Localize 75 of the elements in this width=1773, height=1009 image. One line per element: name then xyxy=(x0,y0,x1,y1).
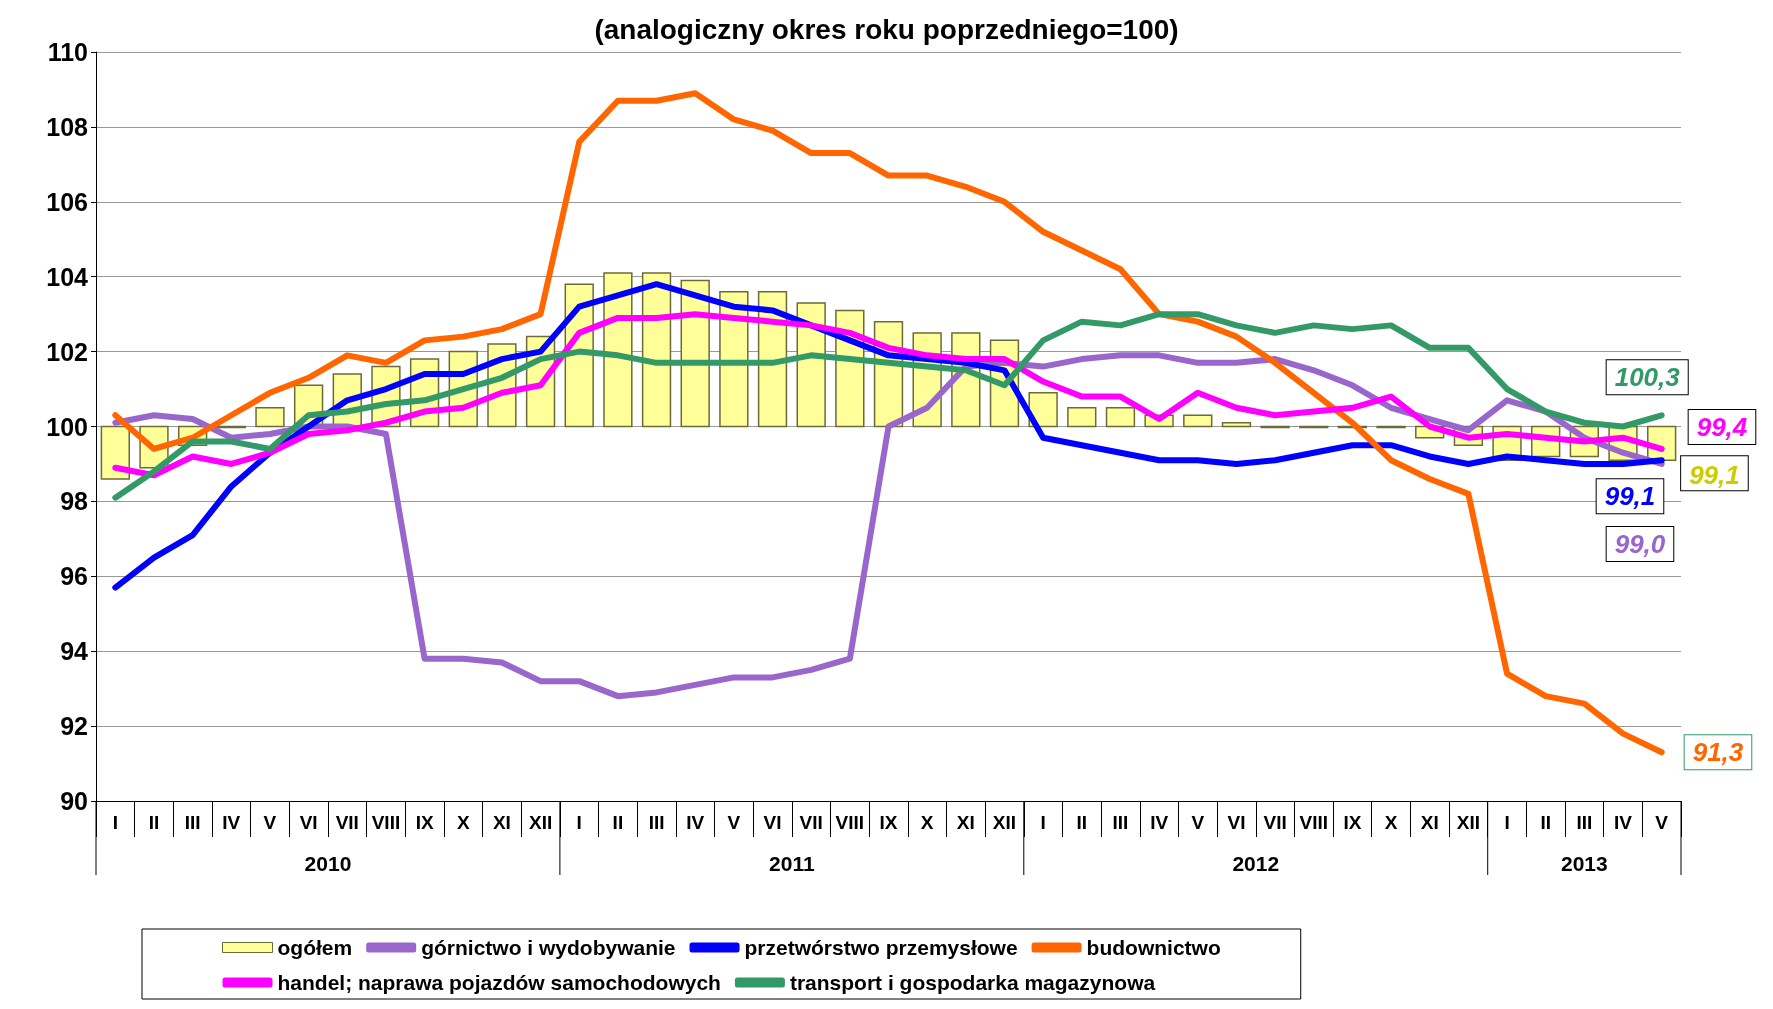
legend-label: budownictwo xyxy=(1086,936,1221,959)
x-tick-label: III xyxy=(1576,812,1593,833)
x-tick-label: I xyxy=(1504,812,1510,833)
x-tick-label: V xyxy=(1655,812,1669,833)
x-tick-label: VII xyxy=(799,812,823,833)
x-tick-label: VI xyxy=(1227,812,1246,833)
x-tick-label: II xyxy=(1540,812,1551,833)
x-tick-label: XI xyxy=(956,812,975,833)
x-tick-label: VI xyxy=(299,812,318,833)
x-tick-label: II xyxy=(148,812,160,833)
y-tick-label: 100 xyxy=(46,412,88,441)
x-tick-label: V xyxy=(263,812,277,833)
y-tick-label: 98 xyxy=(60,487,89,516)
x-tick-label: VIII xyxy=(371,812,401,833)
x-tick-label: VI xyxy=(763,812,782,833)
x-tick-label: V xyxy=(727,812,741,833)
data-label: 99,4 xyxy=(1696,411,1748,442)
x-tick-label: I xyxy=(1040,812,1046,833)
y-tick-label: 90 xyxy=(60,787,88,815)
x-tick-label: I xyxy=(112,812,118,833)
x-tick-label: IV xyxy=(222,812,241,833)
text: 2011 xyxy=(769,852,815,875)
x-tick-label: IX xyxy=(1343,812,1362,833)
bar xyxy=(1221,422,1252,428)
bar xyxy=(1067,407,1097,428)
chart-title: (analogiczny okres roku poprzedniego=100) xyxy=(594,13,1179,45)
y-tick-label: 102 xyxy=(46,337,88,366)
y-tick-label: 106 xyxy=(46,187,88,216)
x-tick-label: IV xyxy=(686,812,705,833)
bar xyxy=(1183,414,1213,428)
bar xyxy=(255,407,285,428)
x-tick-label: VIII xyxy=(1299,812,1328,833)
bar xyxy=(100,425,130,480)
y-tick-label: 92 xyxy=(60,712,88,741)
text: 99,1 xyxy=(1689,460,1740,491)
x-tick-label: X xyxy=(920,812,934,833)
x-tick-label: X xyxy=(456,812,470,833)
text: 2013 xyxy=(1560,852,1608,875)
legend-label: handel; naprawa pojazdów samochodowych xyxy=(277,971,721,994)
data-label: 99,1 xyxy=(1604,481,1656,512)
x-tick-label: IX xyxy=(415,812,434,833)
legend-label: transport i gospodarka magazynowa xyxy=(789,971,1156,994)
data-label: 100,3 xyxy=(1614,362,1681,393)
x-tick-label: IX xyxy=(879,812,898,833)
x-tick-label: I xyxy=(576,812,582,833)
y-tick-label: 108 xyxy=(46,112,89,141)
y-tick-label: 104 xyxy=(46,262,89,291)
y-tick-label: 110 xyxy=(47,38,88,66)
text: 2012 xyxy=(1232,852,1280,875)
x-tick-label: III xyxy=(648,812,665,833)
x-tick-label: IV xyxy=(1614,812,1633,833)
x-tick-label: IV xyxy=(1150,812,1169,833)
x-tick-label: VII xyxy=(335,812,359,833)
x-tick-label: XI xyxy=(492,812,511,833)
x-tick-label: II xyxy=(612,812,624,833)
x-tick-label: V xyxy=(1191,812,1205,833)
legend-label: górnictwo i wydobywanie xyxy=(421,936,676,959)
data-label: 91,3 xyxy=(1692,737,1744,768)
data-label: 99,0 xyxy=(1614,528,1666,559)
x-tick-label: XI xyxy=(1420,812,1439,833)
text: 2010 xyxy=(304,852,352,875)
x-tick-label: III xyxy=(184,812,201,833)
x-tick-label: XII xyxy=(992,812,1017,833)
y-tick-label: 94 xyxy=(60,637,89,666)
legend-label: przetwórstwo przemysłowe xyxy=(744,936,1018,959)
y-tick-label: 96 xyxy=(60,562,88,591)
bar xyxy=(1105,407,1136,428)
x-tick-label: XII xyxy=(1456,812,1480,833)
x-tick-label: XII xyxy=(528,812,553,833)
x-tick-label: II xyxy=(1076,812,1088,833)
legend-label: ogółem xyxy=(277,936,353,959)
x-tick-label: III xyxy=(1112,812,1129,833)
x-tick-label: VII xyxy=(1263,812,1287,833)
x-tick-label: X xyxy=(1384,812,1398,833)
x-tick-label: VIII xyxy=(835,812,865,833)
